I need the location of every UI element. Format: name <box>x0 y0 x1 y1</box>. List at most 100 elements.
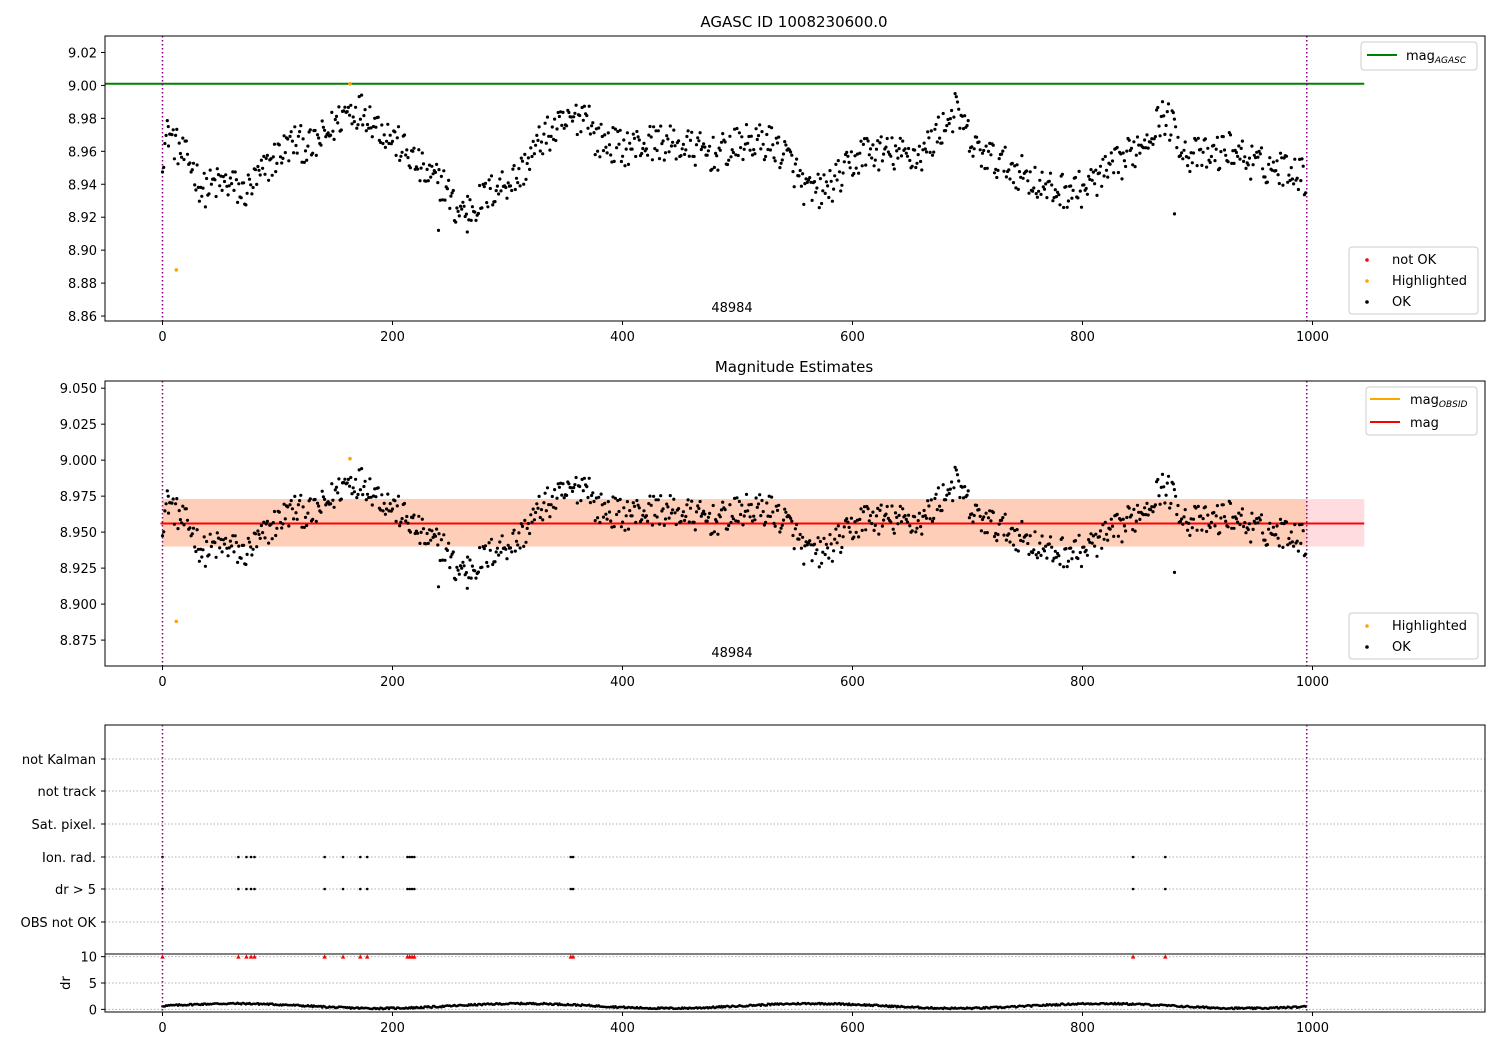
ok-point <box>846 520 850 524</box>
ok-point <box>671 508 675 512</box>
ok-point <box>574 103 578 107</box>
dr-y-tick-label: 5 <box>89 977 97 992</box>
ok-point <box>435 527 439 531</box>
ok-point <box>1106 538 1110 542</box>
ok-point <box>919 525 923 529</box>
ok-point <box>725 527 730 531</box>
ok-point <box>336 491 340 495</box>
ok-point <box>603 133 607 137</box>
ok-point <box>860 528 864 533</box>
x-tick-label: 1000 <box>1296 1021 1329 1036</box>
ok-point <box>385 139 389 143</box>
ok-point <box>480 206 484 210</box>
ok-point <box>1138 151 1142 155</box>
ok-point <box>411 516 415 520</box>
ok-point <box>930 519 935 523</box>
ok-point <box>520 159 525 163</box>
ok-point <box>510 188 514 193</box>
ok-point <box>474 218 478 222</box>
ok-point <box>476 211 480 216</box>
ok-point <box>1188 169 1192 174</box>
legend-ok: OK <box>1392 295 1411 310</box>
dr-y-tick-label: 0 <box>89 1003 97 1018</box>
ok-point <box>1010 161 1014 165</box>
ok-point <box>436 585 441 589</box>
ok-point <box>654 498 658 502</box>
x-tick-label: 0 <box>158 675 166 690</box>
ok-point <box>498 177 502 181</box>
ok-point <box>749 502 753 507</box>
ok-point <box>579 499 583 503</box>
ok-point <box>622 506 626 510</box>
ok-point <box>343 477 347 481</box>
ok-point <box>1127 138 1131 142</box>
ok-point <box>991 510 995 515</box>
ok-point <box>590 493 594 498</box>
ok-point <box>557 114 562 119</box>
ok-point <box>1267 162 1271 166</box>
ok-point <box>895 149 899 153</box>
ok-point <box>841 171 845 175</box>
ok-point <box>395 504 399 508</box>
flag-point <box>408 887 412 891</box>
ok-point <box>1069 184 1073 188</box>
ok-point <box>174 133 178 137</box>
ok-point <box>166 494 170 498</box>
ok-point <box>1122 159 1126 163</box>
ok-point <box>426 179 430 183</box>
ok-point <box>1253 521 1258 525</box>
ok-point <box>443 198 447 202</box>
ok-point <box>358 117 362 121</box>
ok-point <box>644 514 649 518</box>
ok-point <box>833 537 837 541</box>
ok-point <box>995 539 999 543</box>
ok-point <box>972 513 976 518</box>
ok-point <box>823 191 827 195</box>
ok-point <box>1133 165 1137 169</box>
ok-point <box>449 555 453 559</box>
ok-point <box>1091 170 1095 174</box>
ok-point <box>1292 182 1296 186</box>
ok-point <box>830 199 835 203</box>
ok-point <box>1079 564 1084 569</box>
ok-point <box>777 503 781 507</box>
ok-point <box>450 191 454 195</box>
ok-point <box>889 520 893 524</box>
ok-point <box>562 126 566 130</box>
panel2-legend-upper: magOBSID mag <box>1365 386 1478 436</box>
flag-point <box>237 887 240 891</box>
ok-point <box>1145 501 1149 505</box>
ok-point <box>671 140 675 144</box>
ok-point <box>1004 538 1009 542</box>
ok-point <box>278 520 283 525</box>
ok-point <box>342 109 346 113</box>
y-tick-label: 8.86 <box>68 310 97 325</box>
ok-point <box>1101 523 1105 527</box>
ok-point <box>1194 506 1198 510</box>
ok-point <box>170 501 174 505</box>
ok-point <box>277 143 281 147</box>
ok-point <box>438 558 442 563</box>
ok-point <box>170 133 174 137</box>
ok-point <box>1053 549 1057 553</box>
ok-point <box>837 170 842 174</box>
ok-point <box>1249 540 1253 544</box>
ok-point <box>982 148 986 153</box>
ok-point <box>1060 172 1064 176</box>
ok-point <box>903 514 907 518</box>
ok-point <box>932 150 936 154</box>
ok-point <box>1109 151 1113 155</box>
ok-point <box>890 504 894 508</box>
ok-point <box>426 541 430 546</box>
ok-point <box>1002 533 1006 537</box>
ok-point <box>261 166 265 170</box>
ok-point <box>536 506 540 510</box>
ok-point <box>1300 157 1304 161</box>
ok-point <box>1292 544 1296 548</box>
ok-point <box>233 170 237 174</box>
ok-point <box>1146 146 1150 150</box>
ok-point <box>1199 514 1203 518</box>
ok-point <box>933 127 937 131</box>
ok-point <box>575 501 579 505</box>
